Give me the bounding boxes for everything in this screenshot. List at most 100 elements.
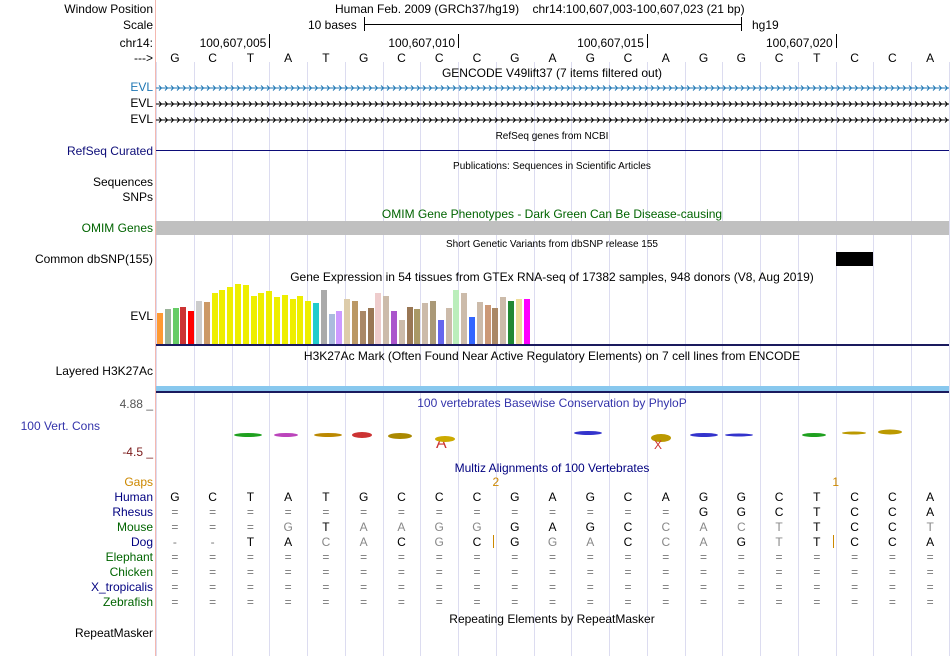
species-label[interactable]: Mouse xyxy=(116,520,153,534)
tissue-bar[interactable] xyxy=(281,295,288,344)
tissue-bar[interactable] xyxy=(305,301,312,344)
species-label[interactable]: X_tropicalis xyxy=(90,580,153,594)
ruler-base: G xyxy=(510,51,520,65)
strand-chevron xyxy=(644,85,649,91)
strand-chevron xyxy=(272,85,277,91)
strand-chevron xyxy=(692,85,697,91)
tissue-bar[interactable] xyxy=(500,297,507,344)
tissue-bar[interactable] xyxy=(211,293,218,344)
gencode-transcripts[interactable] xyxy=(156,80,949,128)
tissue-bar[interactable] xyxy=(313,303,319,344)
tissue-bar[interactable] xyxy=(328,314,335,344)
strand-chevron xyxy=(554,85,559,91)
tissue-bar[interactable] xyxy=(289,299,296,344)
tissue-bar[interactable] xyxy=(227,287,234,344)
strand-chevron xyxy=(908,101,913,107)
tissue-bar[interactable] xyxy=(476,302,483,344)
strand-chevron xyxy=(698,117,703,123)
publications-label-snps[interactable]: SNPs xyxy=(122,190,153,204)
tissue-bar[interactable] xyxy=(274,297,280,344)
tissue-bar[interactable] xyxy=(406,307,413,344)
tissue-bar[interactable] xyxy=(445,308,452,344)
grid-line xyxy=(156,62,157,656)
tissue-bar[interactable] xyxy=(235,284,241,344)
tissue-bar[interactable] xyxy=(157,313,163,344)
tissue-bar[interactable] xyxy=(367,308,374,344)
species-label[interactable]: Chicken xyxy=(109,565,153,579)
grid-line xyxy=(797,62,799,656)
alignment-base: G xyxy=(434,535,444,549)
strand-chevron xyxy=(572,85,577,91)
gtex-label[interactable]: EVL xyxy=(130,309,153,323)
tissue-bar[interactable] xyxy=(484,305,491,344)
tissue-bar[interactable] xyxy=(437,320,444,344)
refseq-gene-line[interactable] xyxy=(156,150,949,151)
omim-label[interactable]: OMIM Genes xyxy=(81,221,153,235)
tissue-bar[interactable] xyxy=(422,303,429,344)
dbsnp-track-title: Short Genetic Variants from dbSNP releas… xyxy=(446,239,658,250)
strand-chevron xyxy=(770,85,775,91)
tissue-bar[interactable] xyxy=(258,293,265,344)
species-label[interactable]: Dog xyxy=(130,535,153,549)
tissue-bar[interactable] xyxy=(242,285,249,344)
h3k27ac-label[interactable]: Layered H3K27Ac xyxy=(55,364,153,378)
phylop-label[interactable]: 100 Vert. Cons xyxy=(20,419,100,433)
tissue-bar[interactable] xyxy=(414,309,421,344)
refseq-label[interactable]: RefSeq Curated xyxy=(66,144,153,158)
tissue-bar[interactable] xyxy=(219,290,226,344)
tissue-bar[interactable] xyxy=(164,309,171,344)
tissue-bar[interactable] xyxy=(453,290,460,344)
strand-chevron xyxy=(452,101,457,107)
alignment-base: G xyxy=(585,520,595,534)
tissue-bar[interactable] xyxy=(359,311,366,344)
alignment-base: = xyxy=(775,550,783,564)
tissue-bar[interactable] xyxy=(492,308,499,344)
species-label[interactable]: Elephant xyxy=(105,550,153,564)
repeatmasker-label[interactable]: RepeatMasker xyxy=(74,626,153,640)
tissue-bar[interactable] xyxy=(430,301,436,344)
tissue-bar[interactable] xyxy=(344,299,351,344)
strand-chevron xyxy=(374,101,379,107)
tissue-bar[interactable] xyxy=(352,301,358,344)
tissue-bar[interactable] xyxy=(172,308,179,344)
gencode-row-1-label[interactable]: EVL xyxy=(130,80,153,94)
tissue-bar[interactable] xyxy=(375,293,382,344)
species-label[interactable]: Human xyxy=(114,490,153,504)
tissue-bar[interactable] xyxy=(398,320,405,344)
alignment-base: = xyxy=(548,505,557,519)
phylop-logo[interactable]: A X xyxy=(156,425,949,453)
strand-chevron xyxy=(608,101,613,107)
tissue-bar[interactable] xyxy=(523,299,530,344)
strand-chevron xyxy=(530,101,535,107)
grid-line xyxy=(420,62,422,656)
h3k27ac-signal[interactable] xyxy=(156,386,949,391)
strand-chevron xyxy=(470,101,475,107)
tissue-bar[interactable] xyxy=(320,290,327,344)
publications-label-sequences[interactable]: Sequences xyxy=(92,175,153,189)
tissue-bar[interactable] xyxy=(461,293,468,344)
tissue-bar[interactable] xyxy=(297,296,304,344)
tissue-bar[interactable] xyxy=(266,291,273,344)
dbsnp-variant[interactable] xyxy=(836,252,873,266)
dbsnp-label[interactable]: Common dbSNP(155) xyxy=(34,252,153,266)
tissue-bar[interactable] xyxy=(469,317,475,344)
gtex-expression-bars[interactable] xyxy=(156,284,536,344)
omim-gene-bar[interactable] xyxy=(156,221,949,235)
species-label[interactable]: Zebrafish xyxy=(102,595,153,609)
strand-chevron xyxy=(896,85,901,91)
tissue-bar[interactable] xyxy=(203,302,210,344)
tissue-bar[interactable] xyxy=(508,301,514,344)
tissue-bar[interactable] xyxy=(391,311,397,344)
ruler-position: 100,607,010 xyxy=(388,36,456,50)
tissue-bar[interactable] xyxy=(196,301,202,344)
tissue-bar[interactable] xyxy=(515,299,522,344)
tissue-bar[interactable] xyxy=(180,307,187,344)
gencode-row-2-label[interactable]: EVL xyxy=(130,96,153,110)
gencode-row-3-label[interactable]: EVL xyxy=(130,112,153,126)
tissue-bar[interactable] xyxy=(188,311,195,344)
species-label[interactable]: Rhesus xyxy=(112,505,153,519)
tissue-bar[interactable] xyxy=(336,311,343,344)
tissue-bar[interactable] xyxy=(383,296,390,344)
tissue-bar[interactable] xyxy=(250,296,257,344)
